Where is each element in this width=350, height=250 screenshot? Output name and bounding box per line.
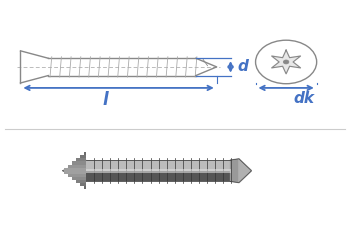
- Polygon shape: [68, 174, 86, 177]
- Polygon shape: [196, 58, 217, 76]
- Polygon shape: [215, 160, 223, 171]
- Circle shape: [284, 60, 289, 64]
- Polygon shape: [64, 168, 86, 171]
- Polygon shape: [68, 164, 86, 168]
- Polygon shape: [150, 160, 159, 171]
- Polygon shape: [84, 186, 86, 189]
- Polygon shape: [150, 171, 159, 181]
- Polygon shape: [86, 169, 231, 173]
- Polygon shape: [86, 171, 95, 181]
- Polygon shape: [239, 159, 251, 182]
- Polygon shape: [198, 171, 206, 181]
- Polygon shape: [80, 183, 86, 186]
- Polygon shape: [134, 160, 142, 171]
- Polygon shape: [126, 171, 134, 181]
- Polygon shape: [80, 155, 86, 158]
- Polygon shape: [134, 171, 142, 181]
- Polygon shape: [86, 160, 95, 171]
- Polygon shape: [272, 50, 301, 74]
- Polygon shape: [72, 177, 86, 180]
- Polygon shape: [231, 159, 251, 182]
- Polygon shape: [72, 162, 86, 164]
- Polygon shape: [103, 171, 111, 181]
- Polygon shape: [159, 160, 167, 171]
- Polygon shape: [142, 171, 150, 181]
- Polygon shape: [190, 171, 198, 181]
- Polygon shape: [175, 160, 182, 171]
- Polygon shape: [223, 160, 231, 171]
- Polygon shape: [84, 152, 86, 155]
- Polygon shape: [175, 171, 182, 181]
- Polygon shape: [76, 158, 86, 162]
- Polygon shape: [94, 171, 103, 181]
- Polygon shape: [215, 171, 223, 181]
- Polygon shape: [111, 160, 119, 171]
- Polygon shape: [64, 171, 86, 174]
- Polygon shape: [94, 160, 103, 171]
- Polygon shape: [190, 160, 198, 171]
- Polygon shape: [182, 171, 190, 181]
- Polygon shape: [206, 171, 215, 181]
- Polygon shape: [119, 160, 126, 171]
- Polygon shape: [76, 180, 86, 183]
- Polygon shape: [167, 160, 175, 171]
- Polygon shape: [142, 160, 150, 171]
- Polygon shape: [223, 171, 231, 181]
- Polygon shape: [198, 160, 206, 171]
- Polygon shape: [167, 171, 175, 181]
- Polygon shape: [62, 160, 86, 181]
- Polygon shape: [119, 171, 126, 181]
- Polygon shape: [21, 51, 48, 83]
- Polygon shape: [126, 160, 134, 171]
- Text: dk: dk: [293, 91, 314, 106]
- Polygon shape: [206, 160, 215, 171]
- Polygon shape: [159, 171, 167, 181]
- Polygon shape: [103, 160, 111, 171]
- Polygon shape: [182, 160, 190, 171]
- Text: l: l: [103, 91, 108, 109]
- Polygon shape: [48, 58, 196, 76]
- Text: d: d: [238, 60, 248, 74]
- Polygon shape: [111, 171, 119, 181]
